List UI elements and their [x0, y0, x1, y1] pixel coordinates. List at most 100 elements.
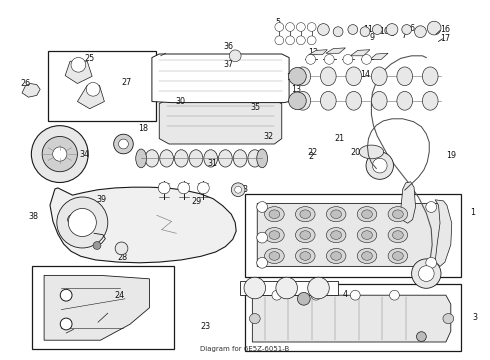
Circle shape [418, 266, 434, 282]
Text: 28: 28 [117, 253, 127, 262]
Circle shape [115, 242, 128, 255]
Text: 29: 29 [191, 197, 201, 206]
Polygon shape [22, 84, 40, 97]
Text: 23: 23 [200, 323, 210, 331]
Circle shape [257, 232, 268, 243]
Text: 2: 2 [309, 152, 314, 161]
Circle shape [244, 277, 266, 299]
Text: 30: 30 [175, 97, 185, 106]
Ellipse shape [357, 228, 377, 243]
Circle shape [427, 21, 441, 35]
Ellipse shape [362, 252, 372, 260]
Polygon shape [152, 54, 289, 103]
Text: 3: 3 [473, 313, 478, 322]
Polygon shape [50, 187, 236, 263]
Circle shape [343, 54, 353, 64]
Circle shape [275, 23, 284, 31]
Text: 22: 22 [308, 148, 318, 157]
Ellipse shape [371, 67, 387, 86]
Circle shape [31, 126, 88, 183]
Ellipse shape [320, 91, 336, 110]
Polygon shape [159, 100, 282, 144]
Polygon shape [401, 182, 416, 223]
Circle shape [307, 36, 316, 45]
Text: 1: 1 [470, 208, 475, 217]
Circle shape [289, 92, 306, 109]
Circle shape [324, 54, 334, 64]
Circle shape [60, 289, 72, 301]
Circle shape [42, 136, 77, 172]
Circle shape [235, 186, 242, 193]
Text: 10: 10 [379, 27, 389, 36]
Ellipse shape [295, 228, 315, 243]
Circle shape [366, 152, 393, 179]
Text: 4: 4 [343, 289, 348, 299]
Ellipse shape [371, 91, 387, 110]
Ellipse shape [331, 231, 342, 239]
Circle shape [257, 257, 268, 268]
Circle shape [197, 182, 209, 194]
Polygon shape [435, 200, 452, 266]
Circle shape [158, 182, 170, 194]
Ellipse shape [320, 67, 336, 86]
Ellipse shape [295, 207, 315, 222]
Text: 16: 16 [440, 25, 450, 34]
Ellipse shape [326, 228, 346, 243]
Circle shape [306, 54, 316, 64]
Ellipse shape [295, 248, 315, 264]
Ellipse shape [257, 149, 268, 168]
Circle shape [348, 24, 358, 35]
Text: 34: 34 [79, 150, 89, 159]
Ellipse shape [174, 150, 188, 167]
Text: 14: 14 [360, 70, 370, 79]
Polygon shape [65, 61, 92, 84]
Circle shape [416, 332, 426, 342]
Ellipse shape [362, 210, 372, 219]
Text: Diagram for 6E5Z-6051-B: Diagram for 6E5Z-6051-B [200, 346, 290, 352]
Text: 15: 15 [286, 72, 296, 81]
Ellipse shape [265, 207, 284, 222]
Ellipse shape [388, 228, 408, 243]
Text: 27: 27 [121, 77, 131, 86]
Circle shape [333, 27, 343, 37]
Ellipse shape [331, 210, 342, 219]
Ellipse shape [331, 252, 342, 260]
Circle shape [229, 50, 241, 62]
Ellipse shape [397, 67, 413, 86]
Ellipse shape [346, 67, 362, 86]
Polygon shape [252, 295, 451, 342]
Ellipse shape [160, 150, 173, 167]
Ellipse shape [136, 149, 147, 168]
Circle shape [289, 68, 306, 85]
Ellipse shape [392, 252, 403, 260]
Ellipse shape [269, 210, 280, 219]
Circle shape [231, 183, 245, 197]
Ellipse shape [362, 231, 372, 239]
Circle shape [426, 202, 437, 212]
Text: 20: 20 [350, 148, 361, 157]
Ellipse shape [249, 314, 260, 324]
Circle shape [257, 202, 268, 212]
Ellipse shape [357, 207, 377, 222]
Ellipse shape [300, 252, 311, 260]
Text: 8: 8 [390, 29, 394, 38]
Ellipse shape [443, 314, 454, 324]
FancyBboxPatch shape [245, 284, 461, 351]
Text: 18: 18 [138, 124, 148, 133]
Polygon shape [309, 50, 327, 55]
Polygon shape [350, 50, 370, 56]
Circle shape [57, 197, 108, 248]
Circle shape [307, 23, 316, 31]
Circle shape [119, 139, 128, 149]
Text: 19: 19 [446, 151, 456, 160]
Circle shape [318, 24, 329, 35]
Ellipse shape [189, 150, 203, 167]
Circle shape [350, 290, 360, 300]
Ellipse shape [295, 91, 311, 110]
Ellipse shape [422, 91, 438, 110]
Ellipse shape [204, 150, 218, 167]
Text: 33: 33 [238, 185, 248, 194]
FancyBboxPatch shape [245, 194, 461, 277]
Ellipse shape [248, 150, 262, 167]
Ellipse shape [269, 231, 280, 239]
